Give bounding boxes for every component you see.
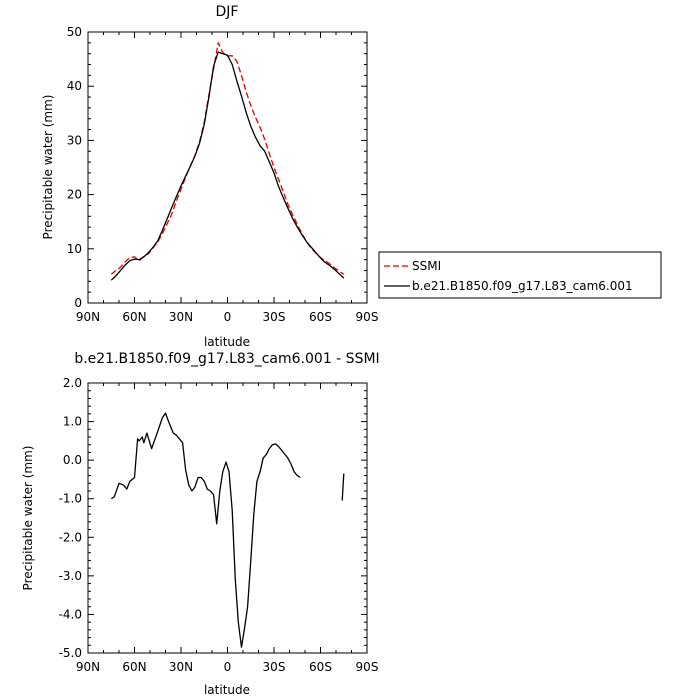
bottom-y-tick-label: 2.0 [63, 376, 82, 390]
top-y-tick-label: 10 [67, 242, 82, 256]
top-x-tick-label: 90N [76, 310, 100, 324]
bottom-y-tick-label: -1.0 [59, 492, 82, 506]
legend-label-model: b.e21.B1850.f09_g17.L83_cam6.001 [412, 279, 633, 293]
bottom-y-tick-label: -3.0 [59, 569, 82, 583]
top-x-tick-label: 90S [356, 310, 379, 324]
bottom-y-axis-label: Precipitable water (mm) [21, 446, 35, 591]
bottom-x-tick-label: 90N [76, 660, 100, 674]
bottom-x-axis-label: latitude [204, 683, 250, 697]
bottom-axis-ticks: 90N 60N 30N 0 30S 60S 90S -5.0 -4.0 -3.0 -2.0 -1.0 0… [59, 376, 379, 674]
top-x-tick-label: 0 [224, 310, 232, 324]
legend-box [378, 251, 662, 299]
top-y-tick-label: 50 [67, 25, 82, 39]
top-y-tick-label: 40 [67, 79, 82, 93]
top-x-tick-label: 60S [309, 310, 332, 324]
bottom-chart-title: b.e21.B1850.f09_g17.L83_cam6.001 - SSMI [74, 351, 379, 367]
bottom-x-tick-label: 30N [169, 660, 193, 674]
bottom-chart: b.e21.B1850.f09_g17.L83_cam6.001 - SSMI … [21, 351, 380, 697]
top-y-tick-label: 0 [74, 296, 82, 310]
legend: SSMI b.e21.B1850.f09_g17.L83_cam6.001 [378, 251, 662, 299]
bottom-series-group [110, 412, 345, 648]
bottom-x-tick-label: 90S [356, 660, 379, 674]
bottom-x-tick-label: 60N [122, 660, 146, 674]
bottom-x-tick-label: 0 [224, 660, 232, 674]
top-y-tick-label: 30 [67, 133, 82, 147]
top-chart: DJF latitude Precipitable water (mm) 90N… [41, 4, 378, 349]
top-series-ssmi-line [110, 42, 345, 275]
top-x-tick-label: 60N [122, 310, 146, 324]
bottom-y-tick-label: 1.0 [63, 415, 82, 429]
top-x-tick-label: 30N [169, 310, 193, 324]
top-chart-title: DJF [216, 4, 239, 20]
top-series-group [110, 42, 345, 281]
bottom-plot-frame [87, 382, 368, 654]
bottom-y-tick-label: -4.0 [59, 607, 82, 621]
top-axis-ticks: 90N 60N 30N 0 30S 60S 90S 0 10 20 30 40 50 [67, 25, 379, 324]
top-x-axis-label: latitude [204, 335, 250, 349]
bottom-x-tick-label: 30S [263, 660, 286, 674]
top-series-b-e21-b1850-f09-g17-l83-cam6-001-line [110, 51, 345, 281]
top-y-tick-label: 20 [67, 188, 82, 202]
bottom-series-difference-line [110, 412, 301, 648]
bottom-y-tick-label: 0.0 [63, 453, 82, 467]
legend-label-ssmi: SSMI [412, 259, 441, 273]
bottom-y-tick-label: -2.0 [59, 530, 82, 544]
top-y-axis-label: Precipitable water (mm) [41, 95, 55, 240]
top-x-tick-label: 30S [263, 310, 286, 324]
bottom-series-difference-line [341, 473, 345, 501]
bottom-x-tick-label: 60S [309, 660, 332, 674]
bottom-y-tick-label: -5.0 [59, 646, 82, 660]
